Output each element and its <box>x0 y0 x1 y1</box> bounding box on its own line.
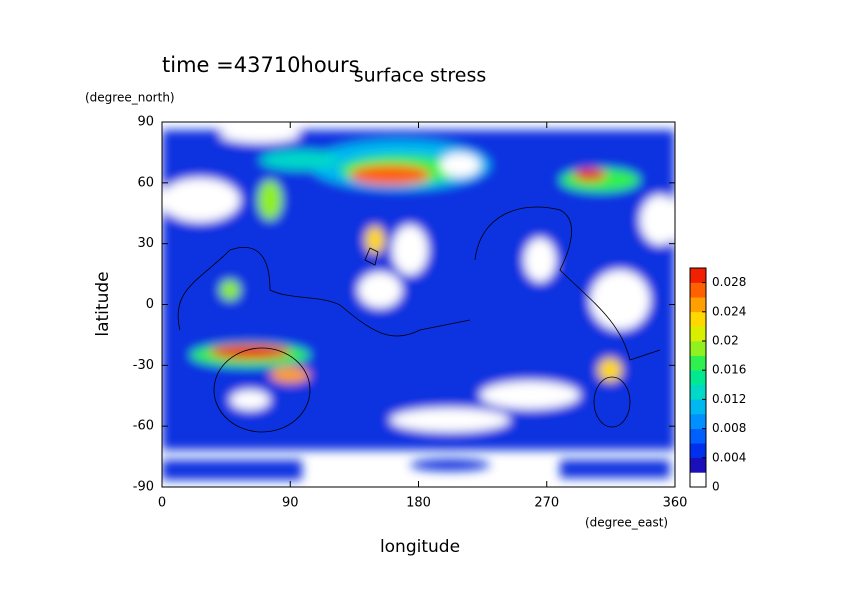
colorbar-band <box>690 341 706 356</box>
y-axis-label: latitude <box>93 271 113 336</box>
coastlines <box>177 206 661 433</box>
y-unit: (degree_north) <box>85 91 175 105</box>
colorbar-tick-label: 0.008 <box>712 421 746 435</box>
coastline <box>474 206 661 361</box>
coastline <box>364 247 379 266</box>
colorbar-band <box>690 355 706 371</box>
coastline <box>177 247 471 337</box>
y-tick-label: -30 <box>133 358 154 373</box>
x-tick-label: 360 <box>663 496 688 511</box>
colorbar-band <box>690 399 706 415</box>
colorbar-tick-label: 0.024 <box>712 304 746 318</box>
chart-title: surface stress <box>354 65 487 87</box>
x-tick-label: 180 <box>406 496 431 511</box>
colorbar-band <box>690 384 706 400</box>
colorbar-band <box>690 414 706 429</box>
colorbar-band <box>690 370 706 386</box>
y-tick-label: 30 <box>137 236 154 251</box>
colorbar-band <box>690 297 706 313</box>
colorbar-tick-label: 0.02 <box>712 334 739 348</box>
x-tick-label: 0 <box>158 496 166 511</box>
colorbar-band <box>690 326 706 342</box>
y-tick-label: 60 <box>137 175 154 190</box>
colorbar-tick-label: 0.016 <box>712 363 746 377</box>
y-tick-label: 0 <box>146 297 154 312</box>
colorbar-tick-label: 0.004 <box>712 450 746 464</box>
x-unit: (degree_east) <box>585 516 668 530</box>
colorbar-band <box>690 457 706 473</box>
colorbar-frame <box>689 267 707 488</box>
colorbar-tick-label: 0 <box>712 480 720 494</box>
x-tick-label: 270 <box>534 496 559 511</box>
y-tick-label: -60 <box>133 419 154 434</box>
field-shapes <box>162 127 675 480</box>
coastline <box>593 376 631 428</box>
colorbar-tick-label: 0.012 <box>712 392 746 406</box>
y-tick-label: 90 <box>137 115 154 130</box>
coastline <box>213 347 311 433</box>
colorbar-band <box>690 472 706 488</box>
colorbar-band <box>690 443 706 459</box>
x-axis-label: longitude <box>380 537 460 557</box>
colorbar-tick-label: 0.028 <box>712 275 746 289</box>
colorbar-band <box>690 311 706 327</box>
colorbar-band <box>690 428 706 444</box>
x-tick-label: 90 <box>282 496 299 511</box>
subtitle: time =43710hours <box>162 53 360 77</box>
field <box>162 127 675 480</box>
colorbar-band <box>690 268 706 283</box>
colorbar-band <box>690 282 706 298</box>
y-tick-label: -90 <box>133 480 154 495</box>
